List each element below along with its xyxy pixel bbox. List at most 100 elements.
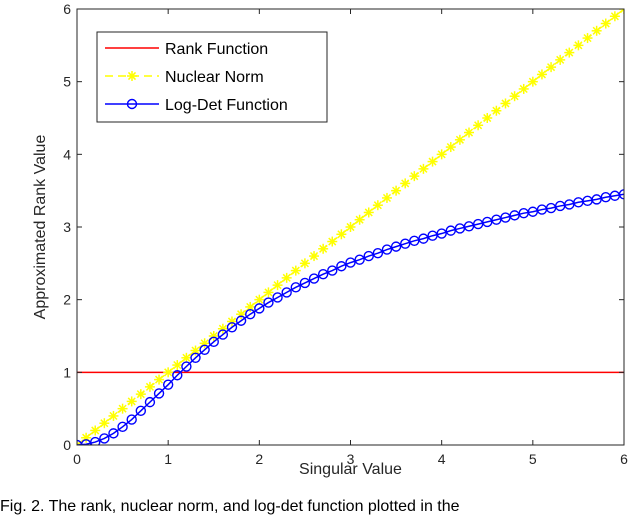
data-point <box>400 178 411 189</box>
legend: Rank Function Nuclear Norm Log-Det Functio… <box>96 31 328 123</box>
data-point <box>144 396 156 408</box>
data-point <box>245 309 256 320</box>
y-tick-label: 5 <box>63 74 71 90</box>
y-axis-label: Approximated Rank Value <box>32 135 49 320</box>
series-line <box>77 193 624 445</box>
data-point <box>144 381 155 392</box>
figure-caption: Fig. 2. The rank, nuclear norm, and log-… <box>0 498 460 515</box>
data-point <box>363 250 374 262</box>
data-point <box>381 192 392 203</box>
y-tick-label: 3 <box>63 219 71 235</box>
x-axis-label: Singular Value <box>299 461 402 478</box>
data-point <box>226 322 238 333</box>
data-point <box>473 120 484 131</box>
data-point <box>445 142 456 153</box>
chart: 0 1 2 3 4 5 6 0 1 2 3 4 5 6 Singular Value Approxima… <box>32 1 628 478</box>
data-point <box>336 229 347 240</box>
legend-entry: Nuclear Norm <box>105 69 264 86</box>
data-point <box>199 344 210 356</box>
data-point <box>436 149 447 160</box>
data-point <box>153 388 165 399</box>
data-point <box>108 428 119 439</box>
legend-marker <box>127 71 137 81</box>
legend-label: Log-Det Function <box>165 97 288 114</box>
data-point <box>172 360 183 371</box>
y-axis: 0 1 2 3 4 5 6 <box>63 1 624 453</box>
legend-entry: Log-Det Function <box>105 97 288 114</box>
data-point <box>163 367 174 378</box>
data-point <box>235 315 247 326</box>
y-tick-label: 6 <box>63 1 71 17</box>
data-point <box>390 241 402 252</box>
data-point <box>135 389 146 400</box>
series-nuclear-norm <box>77 9 624 445</box>
data-point <box>555 54 566 65</box>
data-point <box>536 69 547 80</box>
data-point <box>546 62 557 73</box>
data-point <box>381 244 393 255</box>
data-point <box>172 370 183 381</box>
data-point <box>317 269 329 280</box>
data-point <box>154 374 165 385</box>
data-point <box>99 433 110 444</box>
data-point <box>372 247 384 259</box>
y-tick-label: 1 <box>63 364 71 380</box>
data-point <box>500 98 511 109</box>
legend-entry: Rank Function <box>105 41 268 58</box>
y-tick-label: 2 <box>63 292 71 308</box>
data-point <box>272 292 283 303</box>
y-tick-label: 0 <box>63 437 71 453</box>
data-point <box>181 361 192 372</box>
data-point <box>162 379 174 390</box>
data-point <box>345 257 356 268</box>
data-point <box>345 222 356 232</box>
data-point <box>90 436 101 445</box>
data-point <box>527 76 538 87</box>
data-point <box>126 396 137 407</box>
data-point <box>482 113 493 123</box>
data-point <box>263 287 274 298</box>
data-point <box>600 18 611 29</box>
data-point <box>582 33 593 44</box>
x-tick-label: 0 <box>73 451 81 467</box>
data-point <box>281 287 292 298</box>
data-point <box>181 352 192 363</box>
legend-label: Nuclear Norm <box>165 69 264 86</box>
data-point <box>618 189 624 200</box>
data-point <box>354 254 365 265</box>
series-layer <box>77 9 624 445</box>
data-point <box>308 273 320 284</box>
data-point <box>99 418 110 429</box>
data-point <box>290 265 301 276</box>
data-point <box>427 156 438 167</box>
data-point <box>108 410 119 421</box>
data-point <box>418 233 429 244</box>
x-tick-label: 2 <box>255 451 263 467</box>
data-point <box>272 280 283 291</box>
data-point <box>217 329 229 340</box>
data-point <box>491 105 502 116</box>
data-point <box>190 352 201 363</box>
series-log-det-function <box>77 189 624 445</box>
data-point <box>327 236 338 247</box>
data-point <box>454 134 465 145</box>
data-point <box>400 238 411 249</box>
legend-label: Rank Function <box>165 41 268 58</box>
data-point <box>436 228 447 239</box>
x-tick-label: 6 <box>620 451 628 467</box>
data-point <box>609 11 620 22</box>
data-point <box>518 83 529 94</box>
data-point <box>299 277 311 289</box>
data-point <box>254 303 265 314</box>
data-point <box>299 258 310 269</box>
data-point <box>372 200 383 211</box>
x-tick-label: 5 <box>529 451 537 467</box>
data-point <box>354 214 365 225</box>
data-point <box>327 265 338 276</box>
x-tick-label: 4 <box>438 451 446 467</box>
data-point <box>126 414 137 425</box>
data-point <box>418 163 429 174</box>
data-point <box>135 405 147 417</box>
y-tick-label: 4 <box>63 146 71 162</box>
data-point <box>591 25 602 36</box>
